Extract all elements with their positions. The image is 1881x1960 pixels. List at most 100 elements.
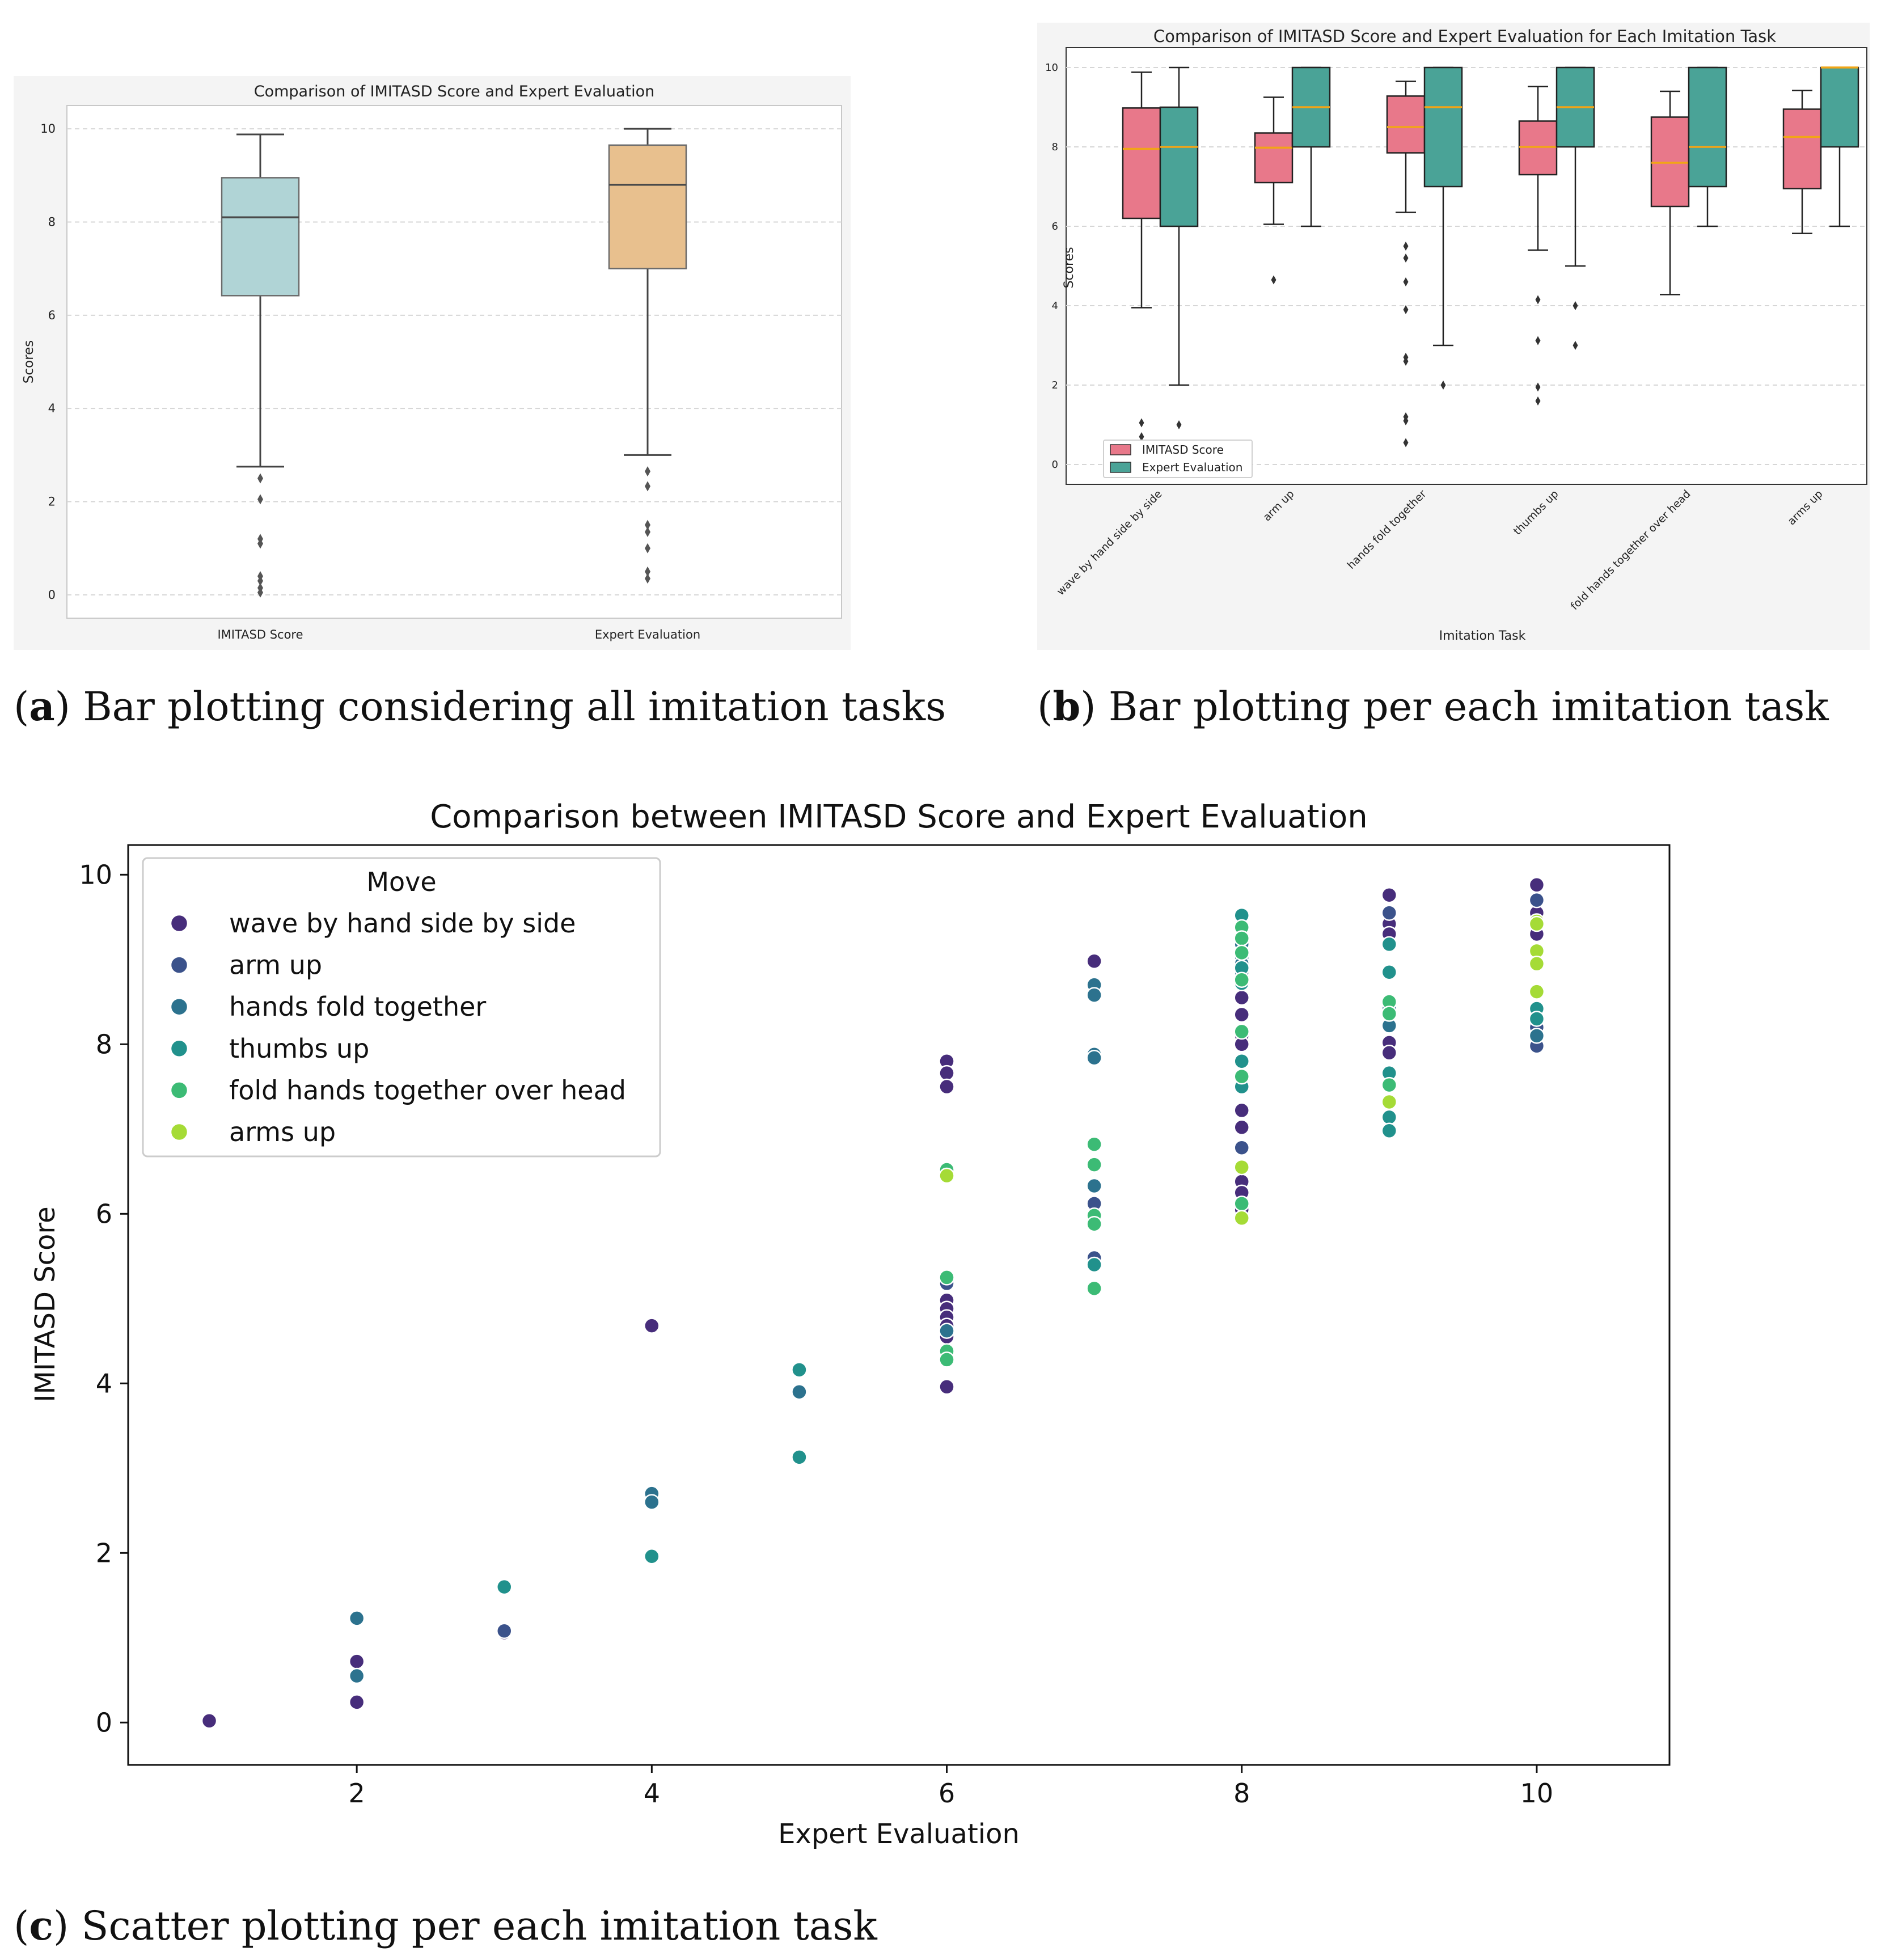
panel-c-legend: Move wave by hand side by side arm up hand… — [142, 857, 661, 1158]
panel-c-point — [939, 1323, 955, 1339]
panel-c-point — [1086, 1256, 1102, 1273]
panel-b-outlier — [1403, 416, 1409, 425]
panel-c-point — [1528, 1011, 1545, 1027]
panel-c-point — [1381, 886, 1398, 903]
panel-b-outlier — [1535, 295, 1541, 305]
panel-b-legend-swatch-imitasd — [1110, 444, 1131, 455]
panel-a-boxes — [221, 128, 687, 598]
panel-b-y-axis-label: Scores — [1062, 247, 1076, 288]
caption-b-letter: b — [1052, 683, 1080, 730]
panel-c-point — [1381, 1006, 1398, 1022]
panel-a-y-tick-label: 8 — [48, 215, 56, 229]
panel-a-y-axis-label: Scores — [22, 340, 36, 383]
panel-c-legend-marker — [170, 1039, 189, 1058]
panel-a-x-tick-label: Expert Evaluation — [595, 628, 700, 641]
panel-c-point — [1528, 1028, 1545, 1044]
panel-c-point — [1086, 1177, 1102, 1194]
caption-c-letter: c — [29, 1902, 53, 1949]
panel-c-point — [1528, 983, 1545, 1000]
panel-b-legend-swatch-expert — [1110, 462, 1131, 473]
panel-c-point — [1233, 944, 1250, 961]
panel-c-legend-marker — [170, 1081, 189, 1100]
panel-c-point — [201, 1713, 218, 1729]
panel-a-box — [608, 144, 687, 269]
panel-a-y-tick-label: 10 — [40, 122, 56, 136]
panel-b-legend-frame — [1103, 440, 1253, 478]
panel-c-x-tick-label: 10 — [1520, 1778, 1554, 1809]
caption-a-letter: a — [29, 683, 54, 730]
panel-c-point — [939, 1065, 955, 1082]
panel-a-title: Comparison of IMITASD Score and Expert E… — [254, 83, 655, 100]
panel-b-x-axis-label: Imitation Task — [1439, 629, 1526, 643]
panel-a-y-tick-label: 2 — [48, 495, 56, 509]
panel-b-outlier — [1535, 396, 1541, 405]
panel-c-point — [791, 1362, 808, 1378]
panel-b-outlier — [1176, 420, 1182, 429]
panel-a-outlier — [645, 526, 650, 537]
panel-a-y-tick-label: 0 — [48, 588, 56, 602]
panel-c-point — [644, 1494, 660, 1510]
panel-b-y-tick-label: 6 — [1052, 221, 1058, 233]
panel-b-box — [1122, 107, 1161, 219]
caption-c: (c) Scatter plotting per each imitation … — [14, 1902, 877, 1949]
panel-c-legend-marker — [170, 1122, 189, 1142]
panel-c-point — [348, 1653, 365, 1670]
panel-c-point — [1086, 1280, 1102, 1297]
panel-c-point — [496, 1623, 513, 1640]
panel-b-outlier — [1139, 418, 1144, 428]
panel-b-y-tick-label: 2 — [1052, 379, 1058, 391]
panel-c-legend-label: fold hands together over head — [229, 1075, 626, 1105]
panel-a-outlier — [257, 576, 263, 586]
panel-c-point — [1086, 1136, 1102, 1152]
panel-a-outlier — [645, 566, 650, 577]
panel-c-point — [1233, 1139, 1250, 1156]
panel-c-point — [939, 1167, 955, 1184]
panel-c-legend-items: wave by hand side by side arm up hands fol… — [170, 908, 626, 1147]
panel-c-y-tick-label: 10 — [79, 859, 112, 890]
panel-c-point — [644, 1548, 660, 1565]
panel-c-point — [348, 1667, 365, 1684]
panel-c-y-tick-label: 2 — [96, 1537, 112, 1568]
panel-b-box — [1820, 66, 1859, 148]
panel-b-y-tick-label: 8 — [1052, 141, 1058, 153]
panel-c-point — [939, 1351, 955, 1368]
panel-a-plot-area — [66, 105, 842, 619]
panel-c-point — [1381, 905, 1398, 921]
panel-b-legend-label-imitasd: IMITASD Score — [1142, 443, 1224, 457]
panel-c-legend-label: arms up — [229, 1117, 336, 1147]
panel-c-point — [1381, 936, 1398, 953]
panel-b-outlier — [1440, 381, 1446, 390]
panel-b-outlier — [1271, 275, 1276, 285]
panel-a-y-tick-label: 4 — [48, 402, 56, 415]
panel-c-y-tick-label: 6 — [96, 1198, 112, 1229]
panel-c-point — [644, 1317, 660, 1334]
panel-b-outlier — [1403, 254, 1409, 263]
panel-a-outlier — [257, 587, 263, 598]
panel-c-point — [1381, 1093, 1398, 1110]
panel-a-outlier — [645, 543, 650, 554]
caption-b-text: Bar plotting per each imitation task — [1109, 683, 1829, 730]
panel-c-legend-frame — [142, 857, 661, 1158]
panel-c-point — [939, 1269, 955, 1286]
panel-c-legend-label: hands fold together — [229, 991, 486, 1022]
panel-c-point — [1528, 877, 1545, 893]
panel-c-legend-marker — [170, 997, 189, 1016]
panel-c-point — [1528, 956, 1545, 972]
panel-b-outlier — [1403, 438, 1409, 447]
panel-b-outlier — [1403, 305, 1409, 314]
panel-c-legend-label: arm up — [229, 950, 322, 981]
panel-a-box — [221, 177, 300, 297]
panel-c-point — [1086, 987, 1102, 1003]
panel-b-gridlines — [1066, 67, 1867, 465]
caption-c-text: Scatter plotting per each imitation task — [82, 1903, 878, 1949]
panel-c-scatter: 2 4 6 8 10 0 2 4 6 8 10 Comparison between IMITASD… — [29, 799, 1671, 1850]
panel-c-point — [1528, 915, 1545, 932]
panel-c-point — [1381, 1045, 1398, 1061]
panel-c-point — [1233, 1196, 1250, 1212]
panel-b-y-ticks: 0 2 4 6 8 10 — [1045, 62, 1058, 471]
panel-c-point — [348, 1694, 365, 1710]
panel-b-outlier — [1403, 242, 1409, 251]
panel-c-axis-ticks: 2 4 6 8 10 0 2 4 6 8 10 — [79, 859, 1553, 1809]
panel-b-outlier — [1403, 357, 1409, 366]
